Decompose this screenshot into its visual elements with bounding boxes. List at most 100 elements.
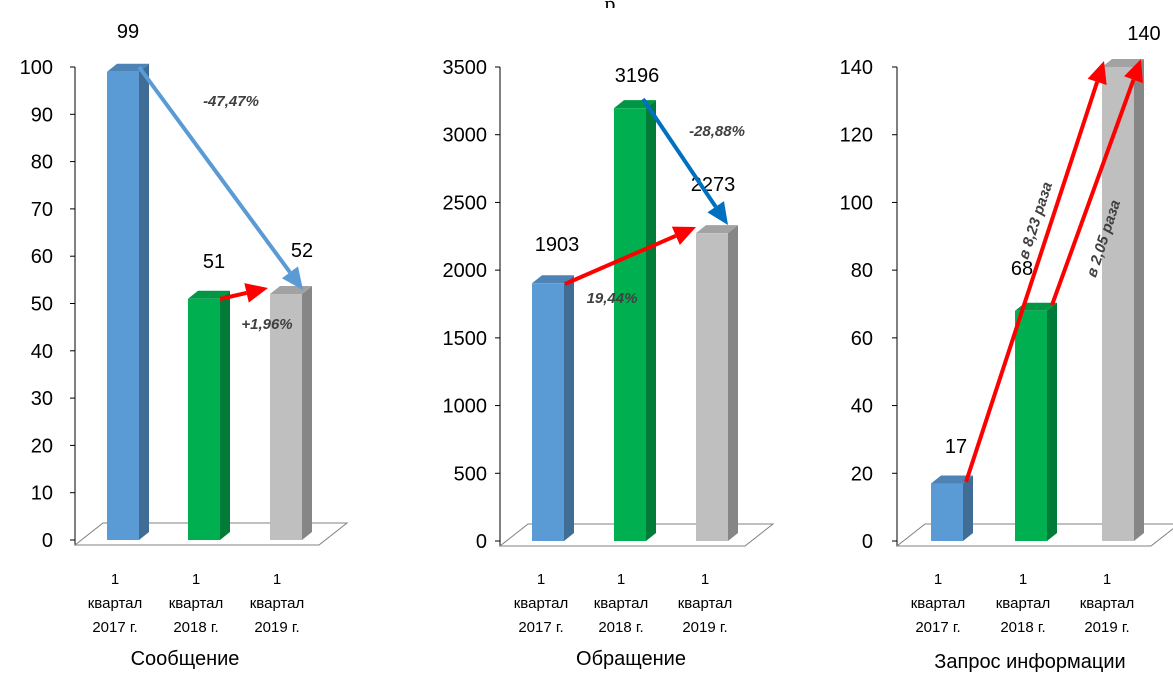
y-tick-label: 80: [851, 260, 873, 282]
x-tick-label: 2018 г.: [1000, 619, 1045, 636]
bar-side: [564, 275, 574, 541]
bar-top: [1102, 59, 1144, 67]
y-tick-label: 90: [31, 104, 53, 126]
change-annotation: 19,44%: [587, 290, 638, 307]
y-tick-label: 60: [851, 328, 873, 350]
change-arrow-shaft: [1050, 79, 1136, 306]
x-tick-label: квартал: [169, 595, 224, 612]
data-label: 3196: [615, 65, 660, 87]
y-tick-label: 60: [31, 246, 53, 268]
y-tick-label: 100: [20, 57, 53, 79]
chart-title: Обращение: [576, 648, 686, 670]
change-arrow-shaft: [964, 81, 1100, 483]
bar-top: [931, 475, 973, 484]
bar-front: [696, 233, 728, 542]
chart-title: Сообщение: [131, 648, 240, 670]
y-tick-label: 0: [862, 531, 873, 553]
bar-top: [188, 290, 230, 299]
change-arrow-head: [281, 266, 303, 290]
bar-side: [302, 286, 312, 540]
y-tick-label: 30: [31, 388, 53, 410]
change-arrow-head: [671, 226, 696, 245]
change-annotation: -28,88%: [689, 123, 745, 140]
bar-front: [1102, 67, 1134, 541]
y-tick-label: 1000: [443, 396, 488, 418]
x-tick-label: квартал: [911, 595, 966, 612]
bar: [532, 275, 574, 541]
change-arrow-head: [1124, 59, 1143, 84]
data-label: 2273: [691, 174, 736, 196]
x-tick-label: 1: [1103, 571, 1111, 588]
data-label: 1903: [535, 234, 580, 256]
bar-top: [696, 225, 738, 234]
data-label: 99: [117, 21, 139, 43]
bar: [270, 286, 312, 540]
chart-2: 0 500 1000 1500 2000 2500 3000 3500 1903 3196 2273…: [443, 57, 775, 670]
bar: [188, 290, 230, 540]
y-tick-label: 40: [851, 396, 873, 418]
bar-front: [188, 298, 220, 540]
bar-side: [1047, 302, 1057, 541]
bar-side: [646, 100, 656, 541]
y-tick-label: 40: [31, 341, 53, 363]
x-tick-label: 2019 г.: [254, 619, 299, 636]
y-tick-label: 10: [31, 483, 53, 505]
x-tick-label: квартал: [1080, 595, 1135, 612]
bar-side: [728, 225, 738, 542]
y-tick-label: 20: [31, 435, 53, 457]
bar-front: [614, 108, 646, 541]
x-tick-label: 2019 г.: [682, 619, 727, 636]
x-tick-label: 2017 г.: [915, 619, 960, 636]
bar: [696, 225, 738, 542]
y-tick-label: 70: [31, 199, 53, 221]
x-tick-label: 1: [111, 571, 119, 588]
x-tick-label: квартал: [996, 595, 1051, 612]
y-tick-label: 3000: [443, 125, 488, 147]
change-arrow-shaft: [137, 65, 292, 274]
x-tick-label: 1: [192, 571, 200, 588]
y-tick-label: 2000: [443, 260, 488, 282]
chart-title: Запрос информации: [934, 651, 1125, 673]
y-tick-label: 2500: [443, 192, 488, 214]
x-tick-label: квартал: [250, 595, 305, 612]
change-arrow-head: [707, 201, 728, 225]
y-tick-label: 0: [476, 531, 487, 553]
floor-plane: [73, 522, 349, 546]
data-label: 140: [1127, 23, 1160, 45]
x-tick-label: квартал: [678, 595, 733, 612]
change-arrow-shaft: [219, 290, 248, 301]
y-tick-label: 3500: [443, 57, 488, 79]
bar-side: [220, 290, 230, 540]
x-tick-label: 2018 г.: [173, 619, 218, 636]
y-tick-label: 140: [840, 57, 873, 79]
y-tick-label: 0: [42, 530, 53, 552]
bar: [107, 63, 149, 540]
bar: [931, 475, 973, 541]
chart-1: 0 10 20 30 40 50 60 70 80 90 100 99 51 52 -47,47% +1,96…: [20, 21, 349, 670]
data-label: 68: [1011, 258, 1033, 280]
bar: [1015, 302, 1057, 541]
bar-front: [1015, 310, 1047, 541]
bar-side: [1134, 59, 1144, 541]
y-tick-label: 50: [31, 294, 53, 316]
data-label: 17: [945, 436, 967, 458]
data-label: 52: [291, 240, 313, 262]
x-tick-label: 2017 г.: [518, 619, 563, 636]
x-tick-label: 2017 г.: [92, 619, 137, 636]
change-arrow-head: [244, 283, 268, 303]
x-tick-label: 1: [537, 571, 545, 588]
x-tick-label: 1: [273, 571, 281, 588]
x-tick-label: 1: [701, 571, 709, 588]
y-tick-label: 100: [840, 192, 873, 214]
x-tick-label: квартал: [594, 595, 649, 612]
change-arrow-shaft: [641, 97, 718, 208]
x-tick-label: 2018 г.: [598, 619, 643, 636]
bar-side: [963, 475, 973, 541]
bar-top: [107, 63, 149, 72]
x-tick-label: квартал: [88, 595, 143, 612]
x-tick-label: квартал: [514, 595, 569, 612]
change-annotation: +1,96%: [241, 316, 292, 333]
data-label: 51: [203, 251, 225, 273]
